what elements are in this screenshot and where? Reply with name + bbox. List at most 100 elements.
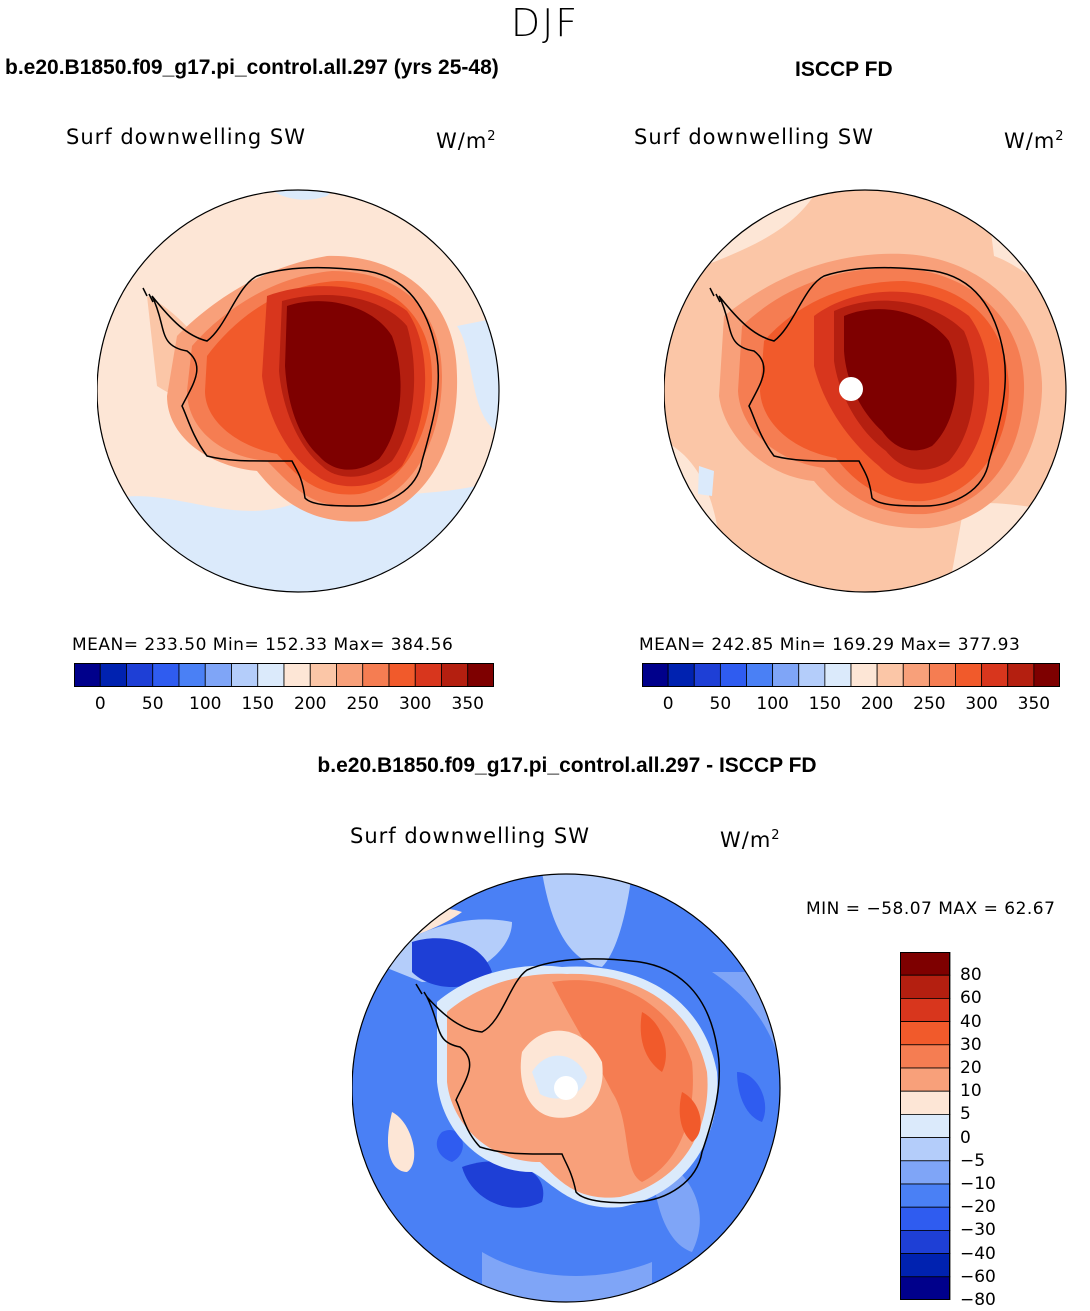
colorbar-tick-label: −40	[960, 1243, 996, 1264]
panel-1-units: W/m2	[436, 129, 497, 153]
colorbar-swatch	[126, 663, 154, 687]
panel-3-polar-map	[352, 873, 781, 1303]
colorbar-tick-label: 0	[94, 694, 106, 714]
colorbar-swatch	[467, 663, 494, 687]
colorbar-tick-label: 50	[141, 694, 164, 714]
panel-1-stats: MEAN= 233.50 Min= 152.33 Max= 384.56	[72, 635, 454, 655]
colorbar-tick-label: 200	[860, 694, 894, 714]
colorbar-tick-label: 30	[960, 1034, 982, 1055]
colorbar-swatch	[283, 663, 311, 687]
panel-1-colorbar	[74, 663, 494, 687]
colorbar-tick-label: −5	[960, 1150, 986, 1171]
colorbar-border	[74, 663, 494, 687]
panel-2-stats: MEAN= 242.85 Min= 169.29 Max= 377.93	[639, 635, 1021, 655]
panel-2-title: ISCCP FD	[795, 58, 893, 81]
panel-2-colorbar	[642, 663, 1060, 687]
colorbar-swatch	[981, 663, 1009, 687]
colorbar-swatch	[900, 1113, 951, 1138]
panel-3-stats: MIN = −58.07 MAX = 62.67	[806, 899, 1056, 919]
colorbar-swatch	[1007, 663, 1035, 687]
colorbar-swatch	[74, 663, 101, 687]
colorbar-swatch	[257, 663, 285, 687]
colorbar-swatch	[900, 1183, 951, 1208]
colorbar-swatch	[900, 998, 951, 1023]
colorbar-tick-label: 10	[960, 1081, 982, 1102]
colorbar-tick-label: 350	[451, 694, 484, 714]
panel-3-colorbar	[900, 952, 951, 1300]
colorbar-swatch	[152, 663, 180, 687]
panel-1-polar-map	[97, 189, 500, 593]
panel-1-title: b.e20.B1850.f09_g17.pi_control.all.297 (…	[5, 56, 499, 79]
colorbar-tick-label: −20	[960, 1197, 996, 1218]
colorbar-tick-label: 0	[662, 694, 674, 714]
colorbar-swatch	[309, 663, 337, 687]
panel-3-colorbar-labels: 80 60 40 30 20 10 5 0 −5 −10 −20 −30 −40 −60 −80	[960, 952, 1040, 1310]
colorbar-swatch	[719, 663, 747, 687]
difference-title: b.e20.B1850.f09_g17.pi_control.all.297 -…	[317, 754, 817, 777]
colorbar-tick-label: 20	[960, 1058, 982, 1078]
colorbar-tick-label: 250	[346, 694, 379, 714]
colorbar-tick-label: 40	[960, 1011, 982, 1032]
colorbar-swatch	[204, 663, 232, 687]
colorbar-swatch	[693, 663, 721, 687]
panel-2-polar-map	[664, 189, 1067, 593]
colorbar-swatch	[900, 1160, 951, 1185]
colorbar-tick-label: 250	[913, 694, 946, 714]
colorbar-border	[900, 952, 950, 1300]
colorbar-swatch	[642, 663, 669, 687]
colorbar-swatch	[900, 1137, 951, 1162]
colorbar-tick-label: 150	[808, 694, 842, 714]
panel-3-units: W/m2	[720, 828, 781, 852]
colorbar-swatch	[1033, 663, 1060, 687]
colorbar-swatch	[876, 663, 904, 687]
colorbar-tick-label: 200	[294, 694, 327, 714]
panel-2-variable: Surf downwelling SW	[634, 125, 875, 149]
colorbar-swatch	[824, 663, 852, 687]
colorbar-swatch	[414, 663, 442, 687]
colorbar-tick-label: −60	[960, 1266, 996, 1287]
colorbar-swatch	[902, 663, 930, 687]
colorbar-swatch	[231, 663, 259, 687]
colorbar-swatch	[667, 663, 695, 687]
colorbar-swatch	[441, 663, 469, 687]
colorbar-tick-label: 0	[960, 1127, 971, 1148]
colorbar-tick-label: 300	[965, 694, 998, 714]
panel-2-colorbar-labels: 0 50 100 150 200 250 300 350	[642, 693, 1060, 715]
panel-3-variable: Surf downwelling SW	[350, 824, 591, 848]
colorbar-swatch	[900, 1229, 951, 1254]
colorbar-swatch	[772, 663, 800, 687]
colorbar-swatch	[362, 663, 390, 687]
colorbar-swatch	[900, 1276, 951, 1300]
colorbar-tick-label: −10	[960, 1174, 996, 1194]
colorbar-tick-label: 350	[1017, 694, 1051, 714]
colorbar-tick-label: −80	[960, 1290, 996, 1310]
colorbar-swatch	[388, 663, 416, 687]
colorbar-swatch	[798, 663, 826, 687]
colorbar-swatch	[900, 974, 951, 999]
colorbar-tick-label: 50	[709, 694, 732, 714]
panel-1-colorbar-labels: 0 50 100 150 200 250 300 350	[74, 693, 494, 715]
colorbar-tick-label: −30	[960, 1220, 996, 1241]
colorbar-swatch	[850, 663, 878, 687]
colorbar-swatch	[900, 952, 951, 976]
colorbar-swatch	[900, 1044, 951, 1069]
colorbar-tick-label: 100	[756, 694, 789, 714]
colorbar-swatch	[900, 1090, 951, 1115]
colorbar-tick-label: 150	[241, 694, 274, 714]
colorbar-swatch	[746, 663, 774, 687]
colorbar-swatch	[900, 1067, 951, 1092]
colorbar-swatch	[928, 663, 956, 687]
colorbar-tick-label: 300	[399, 694, 432, 714]
colorbar-tick-label: 80	[960, 965, 982, 986]
colorbar-swatch	[900, 1253, 951, 1278]
colorbar-swatch	[900, 1206, 951, 1231]
colorbar-tick-label: 5	[960, 1104, 971, 1125]
colorbar-swatch	[955, 663, 983, 687]
colorbar-swatch	[900, 1021, 951, 1046]
colorbar-tick-label: 60	[960, 988, 982, 1009]
colorbar-border	[642, 663, 1060, 687]
panel-1-variable: Surf downwelling SW	[66, 125, 307, 149]
colorbar-swatch	[336, 663, 364, 687]
colorbar-swatch	[178, 663, 206, 687]
figure-season-title: DJF	[510, 1, 580, 45]
